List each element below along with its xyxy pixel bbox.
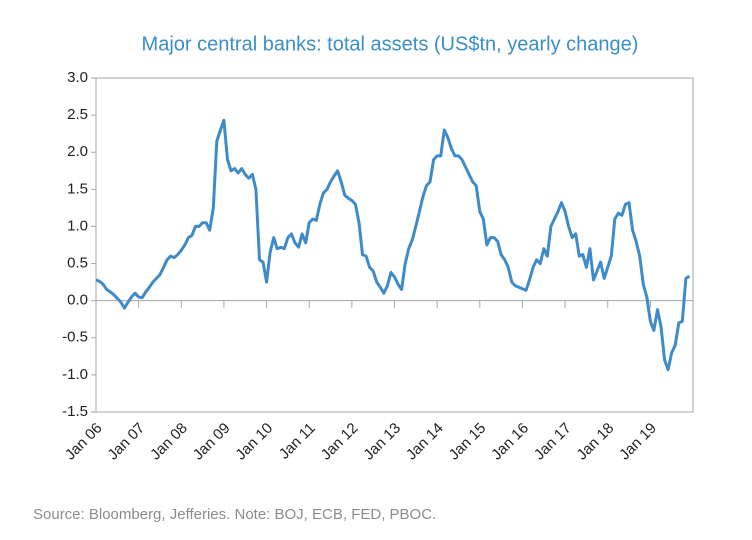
x-tick-label: Jan 16: [488, 420, 532, 464]
x-tick-label: Jan 12: [318, 420, 362, 464]
y-tick-label: -1.5: [62, 403, 88, 420]
x-tick-label: Jan 13: [360, 420, 404, 464]
x-tick-label: Jan 11: [276, 420, 319, 463]
plot-frame: [95, 77, 694, 413]
x-tick-label: Jan 14: [403, 420, 447, 464]
y-tick-label: -0.5: [62, 329, 88, 346]
y-tick-label: 1.0: [67, 217, 88, 234]
data-line: [95, 118, 691, 372]
x-tick-label: Jan 17: [531, 420, 575, 464]
x-tick-label: Jan 07: [104, 420, 148, 464]
x-tick-label: Jan 09: [190, 420, 234, 464]
x-tick-label: Jan 06: [62, 420, 106, 464]
y-tick-label: 0.0: [67, 292, 88, 309]
x-tick-label: Jan 08: [147, 420, 191, 464]
y-tick-label: 1.5: [67, 180, 88, 197]
source-note: Source: Bloomberg, Jefferies. Note: BOJ,…: [33, 506, 436, 523]
chart-title: Major central banks: total assets (US$tn…: [142, 33, 639, 55]
y-tick-label: -1.0: [62, 366, 88, 383]
x-tick-label: Jan 15: [446, 420, 490, 464]
y-tick-label: 0.5: [67, 255, 88, 272]
y-tick-label: 2.0: [67, 143, 88, 160]
x-tick-label: Jan 10: [232, 420, 276, 464]
y-tick-label: 2.5: [67, 106, 88, 123]
x-tick-label: Jan 19: [616, 420, 660, 464]
x-tick-label: Jan 18: [573, 420, 617, 464]
y-tick-label: 3.0: [67, 69, 88, 86]
